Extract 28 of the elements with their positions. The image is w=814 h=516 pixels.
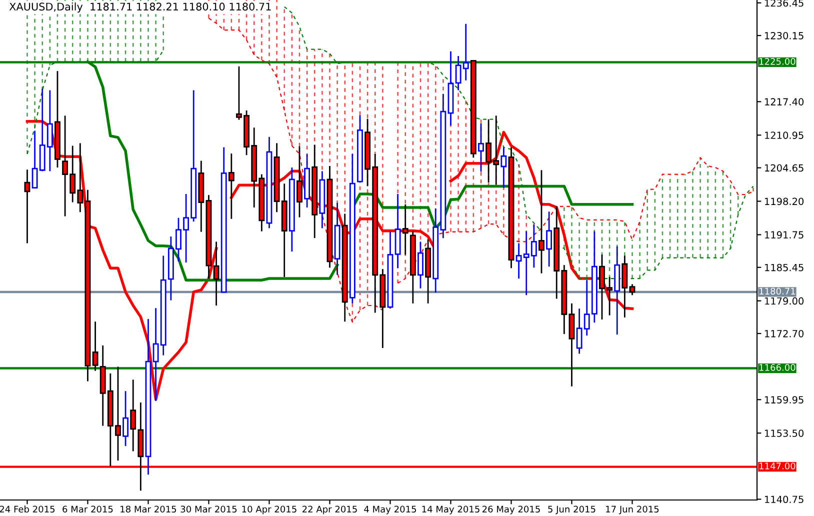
ref-line-label: 1166.00 — [760, 364, 796, 371]
y-tick-label: 1191.75 — [765, 231, 804, 239]
y-tick-label: 1153.50 — [765, 430, 804, 437]
x-tick-label: 10 Apr 2015 — [242, 506, 296, 514]
x-tick-label: 22 Apr 2015 — [302, 506, 357, 514]
x-tick-label: 17 Jun 2015 — [606, 506, 659, 514]
y-tick-label: 1159.95 — [765, 396, 804, 404]
y-tick-label: 1140.75 — [765, 496, 804, 504]
y-tick-label: 1172.70 — [765, 330, 804, 338]
y-tick-label: 1217.40 — [765, 98, 804, 106]
y-tick-label: 1230.15 — [765, 32, 804, 40]
ref-line-label: 1147.00 — [760, 462, 796, 470]
x-tick-label: 26 May 2015 — [482, 506, 540, 514]
x-tick-label: 14 May 2015 — [422, 506, 480, 514]
chart-title: XAUUSD,Daily 1181.71 1182.21 1180.10 1180.71 — [9, 2, 271, 13]
y-tick-label: 1204.65 — [765, 164, 804, 172]
ref-line-label: 1180.71 — [760, 288, 796, 295]
ref-line-label: 1225.00 — [760, 58, 796, 65]
y-tick-label: 1179.00 — [765, 297, 804, 305]
y-tick-label: 1198.20 — [765, 198, 804, 206]
x-tick-label: 30 Mar 2015 — [180, 506, 237, 513]
x-tick-label: 6 Mar 2015 — [62, 506, 113, 513]
x-tick-label: 24 Feb 2015 — [0, 506, 55, 513]
y-tick-label: 1210.95 — [765, 132, 804, 139]
x-tick-label: 18 Mar 2015 — [120, 506, 176, 513]
y-tick-label: 1185.45 — [765, 264, 804, 272]
x-tick-label: 4 May 2015 — [364, 506, 416, 514]
x-tick-label: 5 Jun 2015 — [548, 506, 596, 514]
